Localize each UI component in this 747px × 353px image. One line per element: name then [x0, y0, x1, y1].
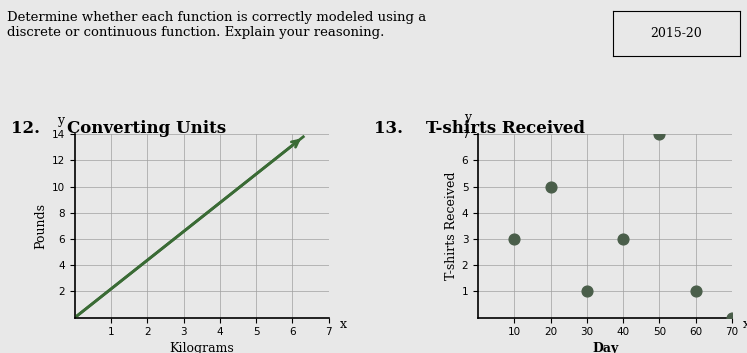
X-axis label: Kilograms: Kilograms [170, 342, 234, 353]
Text: Determine whether each function is correctly modeled using a
discrete or continu: Determine whether each function is corre… [7, 11, 427, 38]
Text: 2015-20: 2015-20 [650, 27, 702, 40]
Text: y: y [464, 111, 471, 124]
Point [689, 289, 701, 294]
Text: y: y [57, 114, 63, 127]
Point [545, 184, 557, 190]
Y-axis label: Pounds: Pounds [34, 203, 48, 249]
Point [726, 315, 738, 321]
Text: 13.: 13. [374, 120, 403, 137]
Point [654, 131, 666, 137]
Point [509, 236, 521, 242]
Text: Converting Units: Converting Units [67, 120, 226, 137]
Point [617, 236, 629, 242]
Text: T-shirts Received: T-shirts Received [426, 120, 585, 137]
X-axis label: Day: Day [592, 342, 619, 353]
Y-axis label: T-shirts Received: T-shirts Received [444, 172, 458, 280]
Point [581, 289, 593, 294]
Text: x: x [340, 318, 347, 331]
Text: x: x [743, 318, 747, 331]
Text: 12.: 12. [11, 120, 40, 137]
